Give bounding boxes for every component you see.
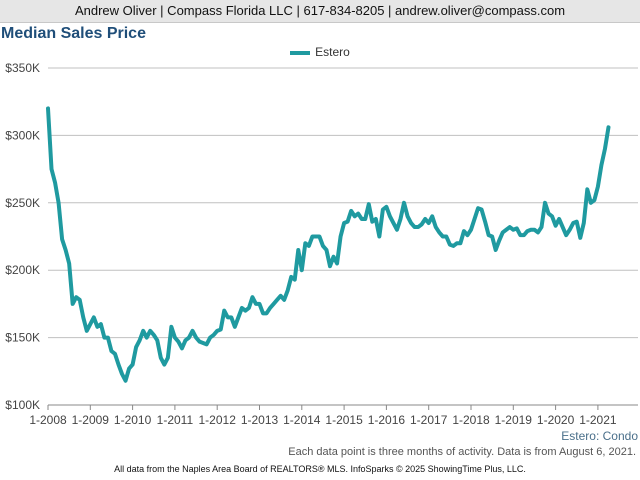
x-tick-label: 1-2018 xyxy=(452,413,490,427)
legend: Estero xyxy=(0,45,640,59)
x-tick-label: 1-2008 xyxy=(29,413,67,427)
y-tick-label: $100K xyxy=(5,398,40,412)
x-tick-label: 1-2014 xyxy=(283,413,321,427)
x-tick-label: 1-2011 xyxy=(157,413,194,427)
x-tick-label: 1-2020 xyxy=(537,413,575,427)
y-tick-label: $250K xyxy=(5,196,40,210)
x-tick-label: 1-2019 xyxy=(495,413,533,427)
y-tick-label: $200K xyxy=(5,263,40,277)
y-tick-label: $350K xyxy=(5,61,40,75)
legend-label-estero: Estero xyxy=(315,45,350,59)
chart-title: Median Sales Price xyxy=(1,25,146,42)
footer-credit: All data from the Naples Area Board of R… xyxy=(114,464,526,474)
x-tick-label: 1-2013 xyxy=(241,413,279,427)
x-tick-label: 1-2012 xyxy=(199,413,237,427)
x-tick-label: 1-2010 xyxy=(114,413,152,427)
x-tick-label: 1-2021 xyxy=(579,413,617,427)
contact-header: Andrew Oliver | Compass Florida LLC | 61… xyxy=(0,0,640,23)
x-tick-label: 1-2016 xyxy=(368,413,406,427)
series-line-estero xyxy=(46,106,611,383)
x-tick-label: 1-2009 xyxy=(72,413,110,427)
chart-subtitle: Estero: Condo xyxy=(561,429,638,443)
x-tick-label: 1-2017 xyxy=(410,413,448,427)
legend-swatch xyxy=(290,50,311,55)
x-tick-label: 1-2015 xyxy=(325,413,363,427)
y-tick-label: $150K xyxy=(5,331,40,345)
y-tick-label: $300K xyxy=(5,128,40,142)
data-note: Each data point is three months of activ… xyxy=(288,446,636,458)
